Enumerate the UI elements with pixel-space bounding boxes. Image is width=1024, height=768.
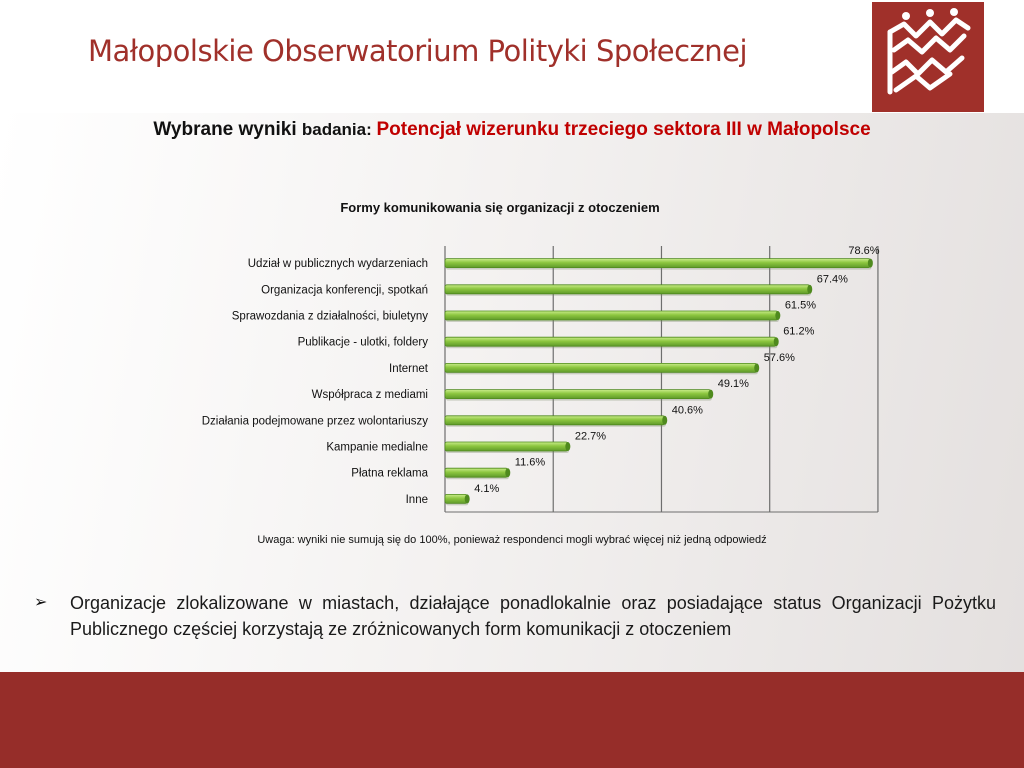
category-label: Internet (389, 363, 429, 375)
bar (444, 415, 666, 426)
bar-end-cap (464, 494, 470, 504)
value-label: 40.6% (672, 404, 703, 416)
bar (444, 493, 468, 504)
value-label: 11.6% (515, 457, 546, 469)
bar-end-cap (867, 258, 873, 268)
logo (872, 2, 984, 112)
bar (444, 310, 779, 321)
value-label: 67.4% (817, 273, 848, 285)
bar (444, 336, 777, 347)
bar (444, 258, 871, 269)
bar-end-cap (708, 389, 714, 399)
category-label: Udział w publicznych wydarzeniach (248, 258, 428, 270)
subtitle-highlight: Potencjał wizerunku trzeciego sektora II… (376, 119, 871, 140)
value-label: 49.1% (718, 378, 749, 390)
category-label: Kampanie medialne (326, 442, 428, 454)
bar-end-cap (505, 468, 511, 478)
category-label: Działania podejmowane przez wolontariusz… (202, 415, 429, 427)
footer-band (0, 672, 1024, 768)
bar (444, 441, 569, 452)
arrow-bullet-icon: ➢ (34, 594, 48, 611)
category-label: Publikacje - ulotki, foldery (298, 337, 429, 349)
bar-end-cap (775, 311, 781, 320)
subtitle-prefix: Wybrane wyniki (153, 119, 302, 140)
header-title: Małopolskie Obserwatorium Polityki Społe… (88, 34, 748, 68)
bar-end-cap (773, 337, 779, 347)
bullet-item: ➢ Organizacje zlokalizowane w miastach, … (34, 590, 996, 642)
value-label: 57.6% (764, 352, 795, 364)
value-label: 61.5% (785, 300, 816, 312)
value-label: 22.7% (575, 431, 606, 443)
bar (444, 467, 509, 478)
category-label: Organizacja konferencji, spotkań (261, 284, 428, 296)
category-label: Inne (406, 494, 428, 506)
category-label: Płatna reklama (351, 468, 428, 480)
bar-end-cap (754, 363, 760, 373)
bullet-text: Organizacje zlokalizowane w miastach, dz… (70, 593, 996, 639)
bar-end-cap (565, 442, 571, 451)
bar (444, 389, 712, 400)
value-label: 4.1% (474, 483, 499, 495)
logo-icon (887, 8, 971, 95)
subtitle-prefix-2: badania: (301, 120, 377, 139)
value-label: 61.2% (783, 326, 814, 338)
bar-end-cap (807, 284, 813, 294)
bar (444, 362, 758, 373)
slide-subtitle: Wybrane wyniki badania: Potencjał wizeru… (0, 119, 1024, 141)
bar-end-cap (662, 415, 668, 425)
chart-note: Uwaga: wyniki nie sumują się do 100%, po… (257, 534, 767, 546)
bar-chart: Udział w publicznych wydarzeniach 78.6% Or… (202, 245, 880, 513)
value-label: 78.6% (848, 245, 879, 257)
bar (444, 284, 811, 295)
category-label: Współpraca z mediami (312, 389, 428, 401)
header: Małopolskie Obserwatorium Polityki Społe… (0, 0, 1024, 113)
chart-title: Formy komunikowania się organizacji z ot… (340, 200, 660, 215)
category-label: Sprawozdania z działalności, biuletyny (232, 311, 428, 323)
